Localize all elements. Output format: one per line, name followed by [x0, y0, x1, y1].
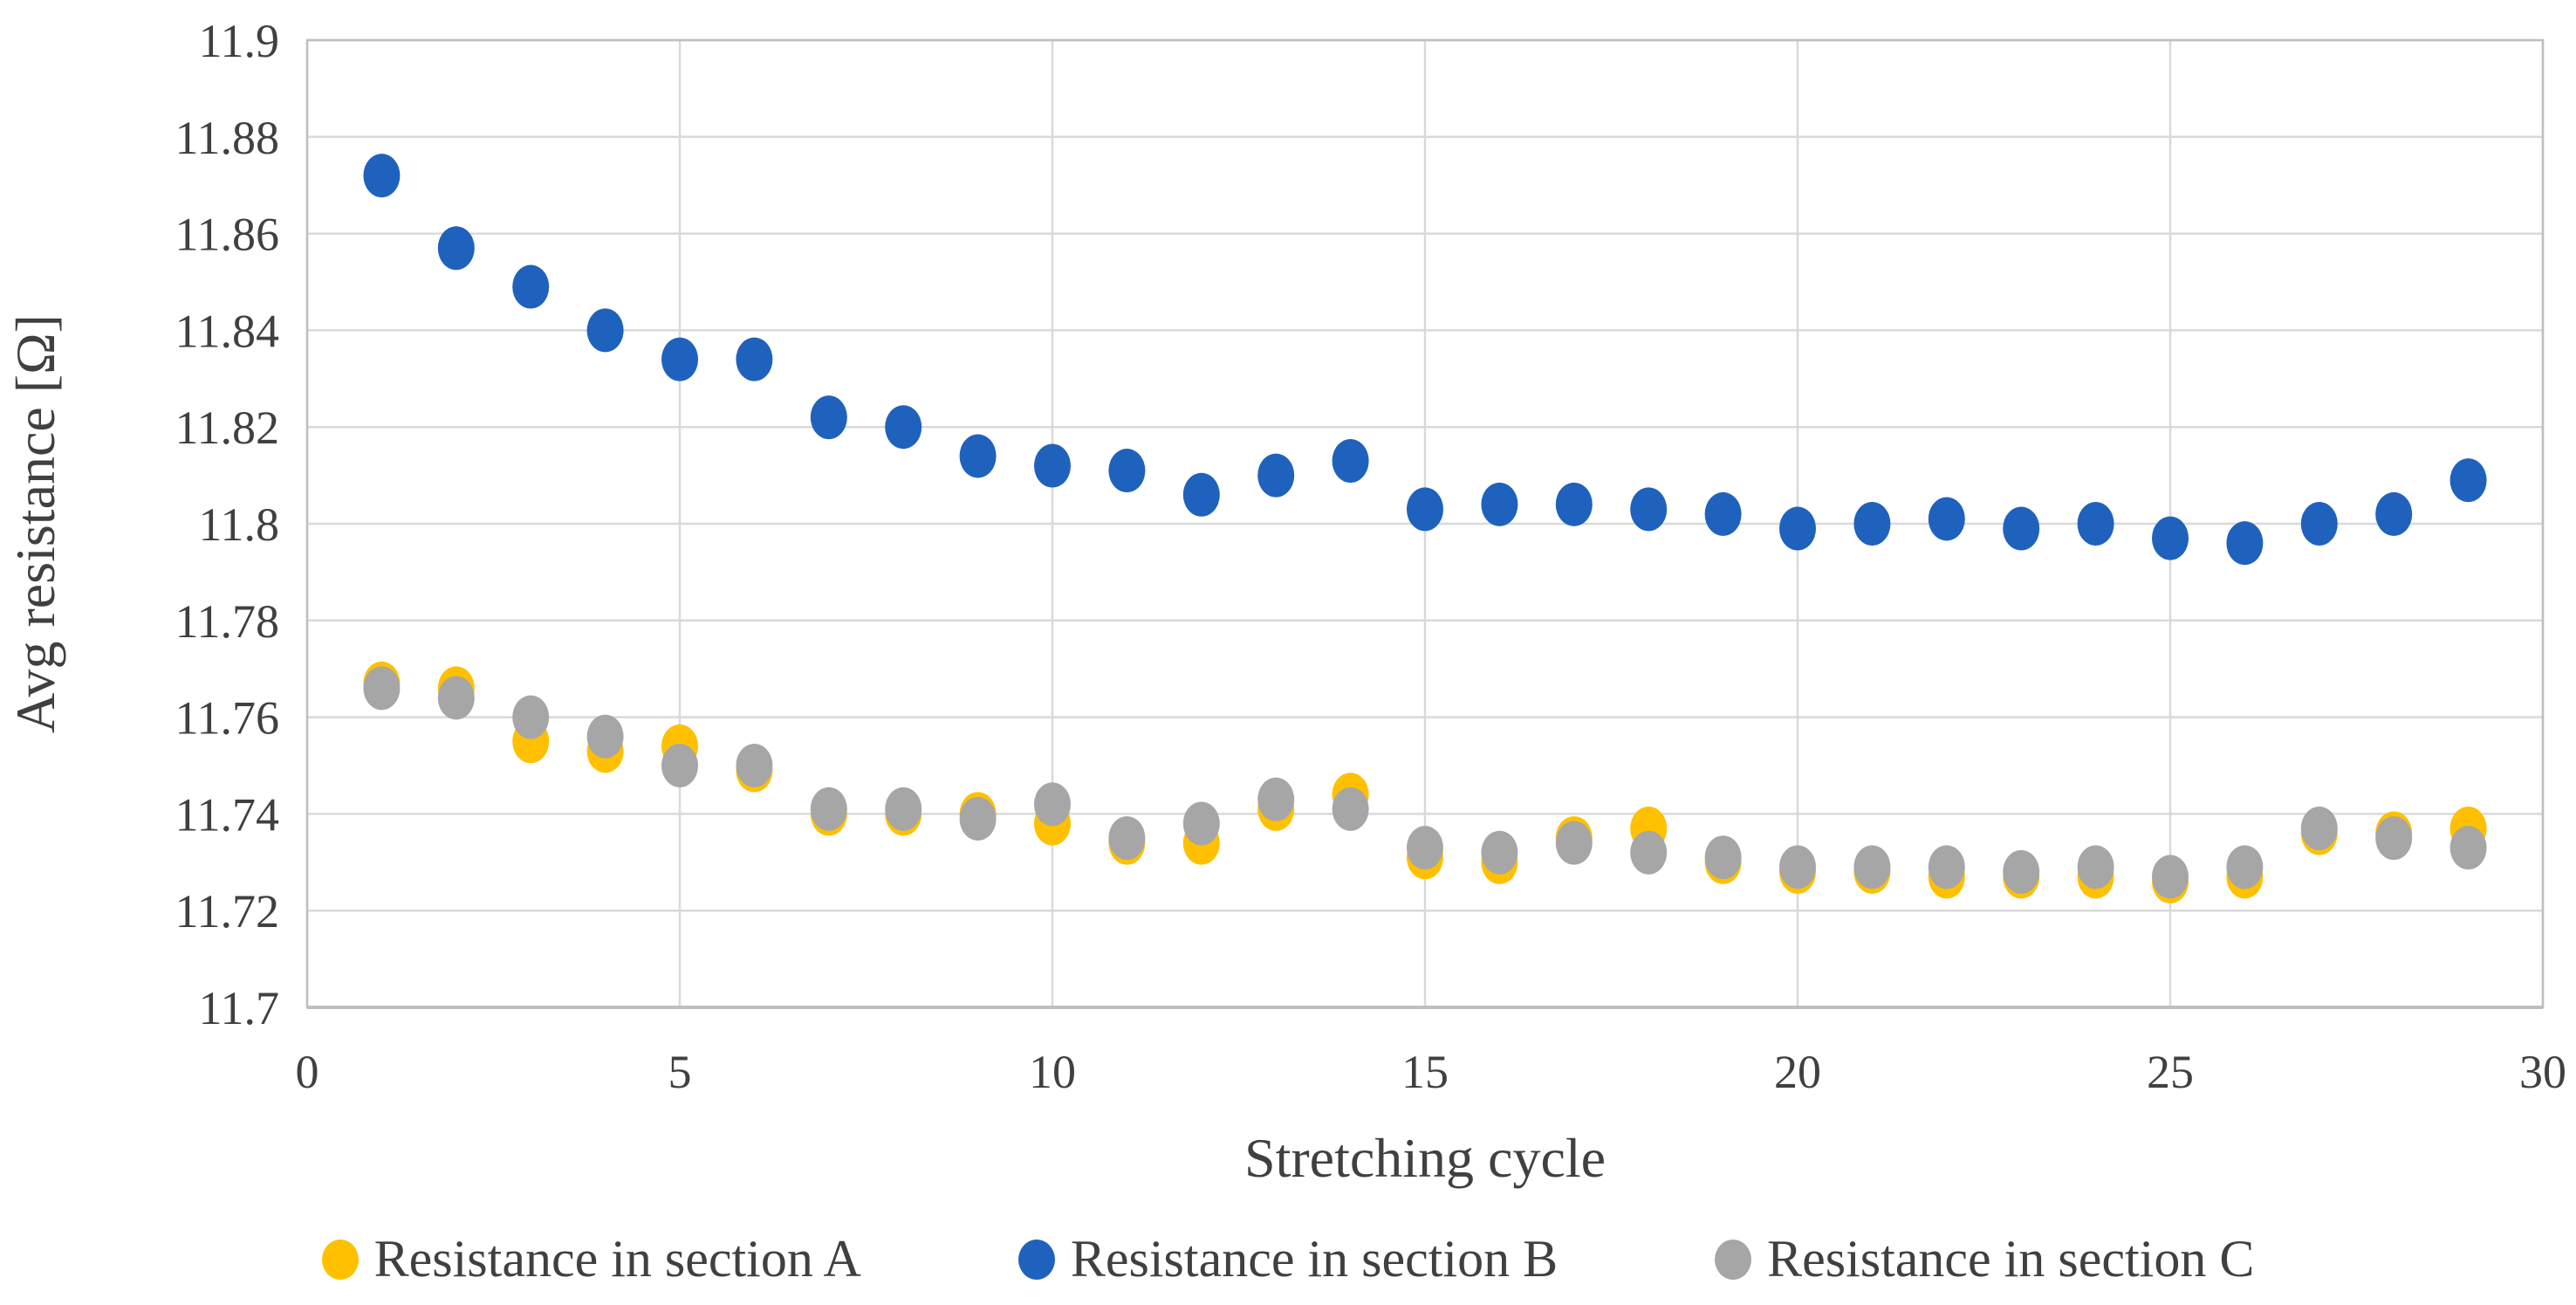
data-point-series-3-cycle-13: [1257, 777, 1295, 821]
data-point-series-2-cycle-14: [1332, 438, 1369, 483]
data-point-series-2-cycle-7: [810, 395, 847, 440]
x-tick-label: 10: [1029, 1046, 1076, 1098]
data-point-series-3-cycle-27: [2300, 807, 2338, 851]
y-tick-label: 11.82: [175, 402, 280, 454]
y-tick-label: 11.7: [199, 982, 280, 1034]
y-tick-label: 11.86: [175, 209, 280, 261]
legend-label-section-c: Resistance in section C: [1767, 1230, 2255, 1288]
data-point-series-3-cycle-21: [1853, 845, 1891, 889]
data-point-series-2-cycle-24: [2077, 502, 2114, 546]
x-tick-label: 30: [2519, 1046, 2566, 1098]
data-point-series-2-cycle-28: [2375, 491, 2413, 536]
data-point-series-3-cycle-16: [1481, 830, 1518, 875]
y-tick-label: 11.8: [199, 498, 280, 551]
data-point-series-3-cycle-9: [959, 796, 997, 841]
data-point-series-3-cycle-2: [437, 676, 475, 720]
data-point-series-3-cycle-26: [2226, 845, 2264, 889]
legend-marker-c-icon: [1715, 1239, 1752, 1280]
data-point-series-2-cycle-2: [437, 226, 475, 271]
data-point-series-3-cycle-4: [586, 714, 624, 759]
data-point-series-2-cycle-25: [2152, 516, 2189, 560]
legend-label-section-b: Resistance in section B: [1070, 1230, 1559, 1288]
data-point-series-2-cycle-21: [1853, 502, 1891, 546]
y-tick-label: 11.88: [175, 112, 280, 164]
data-point-series-3-cycle-15: [1407, 826, 1443, 870]
data-point-series-2-cycle-23: [2003, 506, 2040, 551]
data-point-series-3-cycle-14: [1332, 786, 1369, 831]
data-point-series-2-cycle-3: [512, 264, 550, 309]
data-point-series-3-cycle-5: [661, 744, 698, 787]
legend-item-section-b: Resistance in section B: [1017, 1229, 1559, 1289]
y-tick-label: 11.9: [199, 15, 280, 67]
data-point-series-2-cycle-16: [1481, 482, 1518, 526]
data-point-series-3-cycle-23: [2003, 849, 2040, 894]
data-point-series-3-cycle-11: [1108, 816, 1146, 861]
data-point-series-3-cycle-20: [1779, 845, 1816, 889]
data-point-series-3-cycle-25: [2152, 855, 2189, 899]
data-point-series-3-cycle-18: [1630, 830, 1668, 875]
data-point-series-2-cycle-8: [885, 405, 922, 450]
data-point-series-2-cycle-5: [661, 337, 698, 381]
x-tick-label: 0: [296, 1046, 319, 1098]
data-point-series-2-cycle-4: [586, 308, 624, 353]
y-tick-label: 11.76: [175, 692, 280, 745]
x-tick-label: 15: [1401, 1046, 1449, 1098]
data-point-series-3-cycle-28: [2375, 816, 2413, 861]
plot-border: [305, 38, 2545, 1009]
data-point-series-3-cycle-24: [2077, 845, 2114, 889]
x-tick-label: 25: [2147, 1046, 2194, 1098]
data-point-series-3-cycle-17: [1555, 821, 1593, 865]
data-point-series-2-cycle-26: [2226, 521, 2264, 566]
data-point-series-3-cycle-6: [736, 744, 773, 787]
data-point-series-2-cycle-18: [1630, 487, 1668, 532]
data-point-series-2-cycle-22: [1928, 497, 1965, 541]
tick-labels: 11.9 11.88 11.86 11.84 11.82 11.8 11.78 11.76 11…: [175, 15, 2567, 1098]
data-point-series-3-cycle-19: [1704, 835, 1742, 880]
legend-marker-b-icon: [1017, 1239, 1055, 1280]
data-point-series-2-cycle-13: [1257, 453, 1295, 498]
data-point-series-3-cycle-12: [1182, 801, 1220, 846]
data-point-series-3-cycle-29: [2449, 826, 2487, 870]
x-tick-label: 20: [1774, 1046, 1821, 1098]
x-tick-label: 5: [668, 1046, 692, 1098]
data-point-series-3-cycle-3: [512, 695, 550, 739]
data-point-series-2-cycle-6: [736, 337, 773, 381]
data-point-series-2-cycle-20: [1779, 506, 1816, 551]
data-points: [363, 154, 2487, 903]
data-point-series-2-cycle-9: [959, 434, 997, 478]
data-point-series-3-cycle-7: [810, 786, 847, 831]
y-tick-label: 11.84: [175, 305, 280, 357]
legend-marker-a-icon: [321, 1239, 359, 1280]
data-point-series-2-cycle-10: [1034, 443, 1071, 488]
data-point-series-2-cycle-12: [1182, 472, 1220, 517]
data-point-series-3-cycle-10: [1034, 782, 1071, 827]
legend-item-section-c: Resistance in section C: [1715, 1229, 2254, 1289]
legend: Resistance in section A Resistance in se…: [0, 1229, 2576, 1289]
data-point-series-2-cycle-17: [1555, 482, 1593, 526]
data-point-series-3-cycle-8: [885, 786, 922, 831]
data-point-series-2-cycle-19: [1704, 491, 1742, 536]
legend-item-section-a: Resistance in section A: [321, 1229, 861, 1289]
data-point-series-3-cycle-1: [363, 666, 401, 711]
data-point-series-2-cycle-29: [2449, 458, 2487, 503]
y-axis-title: Avg resistance [Ω]: [4, 314, 66, 733]
legend-label-section-a: Resistance in section A: [373, 1230, 861, 1288]
data-point-series-2-cycle-1: [363, 154, 401, 198]
y-tick-label: 11.78: [175, 595, 280, 648]
y-tick-label: 11.74: [175, 788, 280, 841]
y-tick-label: 11.72: [175, 885, 280, 938]
x-axis-title: Stretching cycle: [1244, 1127, 1606, 1189]
data-point-series-2-cycle-11: [1108, 449, 1146, 493]
data-point-series-3-cycle-22: [1928, 845, 1965, 889]
data-point-series-2-cycle-15: [1407, 487, 1443, 532]
data-point-series-2-cycle-27: [2300, 502, 2338, 546]
